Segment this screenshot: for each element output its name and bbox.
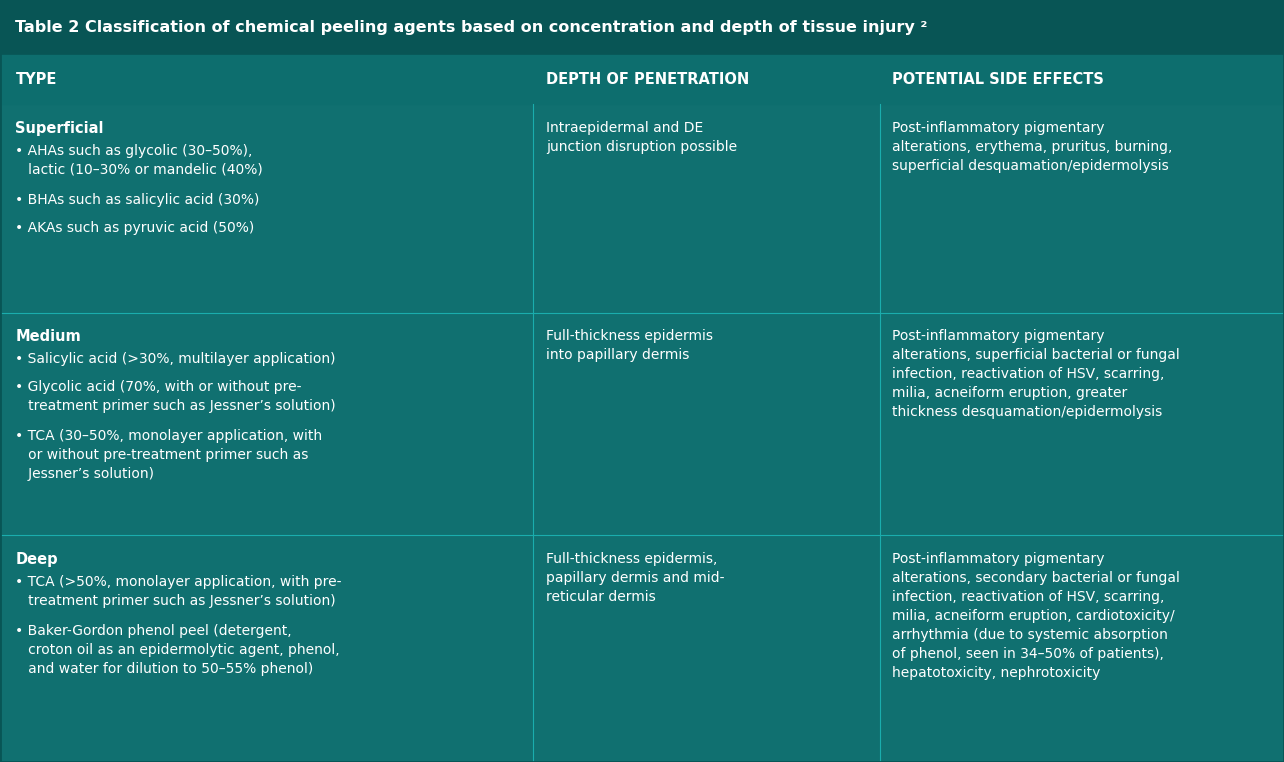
Text: Post-inflammatory pigmentary
alterations, superficial bacterial or fungal
infect: Post-inflammatory pigmentary alterations… — [892, 329, 1180, 419]
Bar — [0, 55, 1284, 104]
Text: • Baker-Gordon phenol peel (detergent,
   croton oil as an epidermolytic agent, : • Baker-Gordon phenol peel (detergent, c… — [15, 624, 340, 676]
Bar — [0, 104, 1284, 762]
Text: Intraepidermal and DE
junction disruption possible: Intraepidermal and DE junction disruptio… — [546, 121, 737, 154]
Text: Deep: Deep — [15, 552, 58, 567]
Text: • BHAs such as salicylic acid (30%): • BHAs such as salicylic acid (30%) — [15, 193, 259, 207]
Text: • AHAs such as glycolic (30–50%),
   lactic (10–30% or mandelic (40%): • AHAs such as glycolic (30–50%), lactic… — [15, 144, 263, 177]
Text: • Glycolic acid (70%, with or without pre-
   treatment primer such as Jessner’s: • Glycolic acid (70%, with or without pr… — [15, 380, 336, 414]
Text: DEPTH OF PENETRATION: DEPTH OF PENETRATION — [546, 72, 749, 87]
Text: Medium: Medium — [15, 329, 81, 344]
Text: Post-inflammatory pigmentary
alterations, erythema, pruritus, burning,
superfici: Post-inflammatory pigmentary alterations… — [892, 121, 1172, 173]
Text: • TCA (30–50%, monolayer application, with
   or without pre-treatment primer su: • TCA (30–50%, monolayer application, wi… — [15, 429, 322, 481]
Text: Full-thickness epidermis
into papillary dermis: Full-thickness epidermis into papillary … — [546, 329, 713, 363]
Text: • AKAs such as pyruvic acid (50%): • AKAs such as pyruvic acid (50%) — [15, 221, 254, 235]
Bar — [0, 0, 1284, 55]
Text: Post-inflammatory pigmentary
alterations, secondary bacterial or fungal
infectio: Post-inflammatory pigmentary alterations… — [892, 552, 1180, 680]
Text: TYPE: TYPE — [15, 72, 56, 87]
Text: Table 2 Classification of chemical peeling agents based on concentration and dep: Table 2 Classification of chemical peeli… — [15, 20, 928, 35]
Text: Superficial: Superficial — [15, 121, 104, 136]
Text: • TCA (>50%, monolayer application, with pre-
   treatment primer such as Jessne: • TCA (>50%, monolayer application, with… — [15, 575, 342, 608]
Text: POTENTIAL SIDE EFFECTS: POTENTIAL SIDE EFFECTS — [892, 72, 1104, 87]
Text: • Salicylic acid (>30%, multilayer application): • Salicylic acid (>30%, multilayer appli… — [15, 352, 336, 367]
Text: Full-thickness epidermis,
papillary dermis and mid-
reticular dermis: Full-thickness epidermis, papillary derm… — [546, 552, 724, 604]
